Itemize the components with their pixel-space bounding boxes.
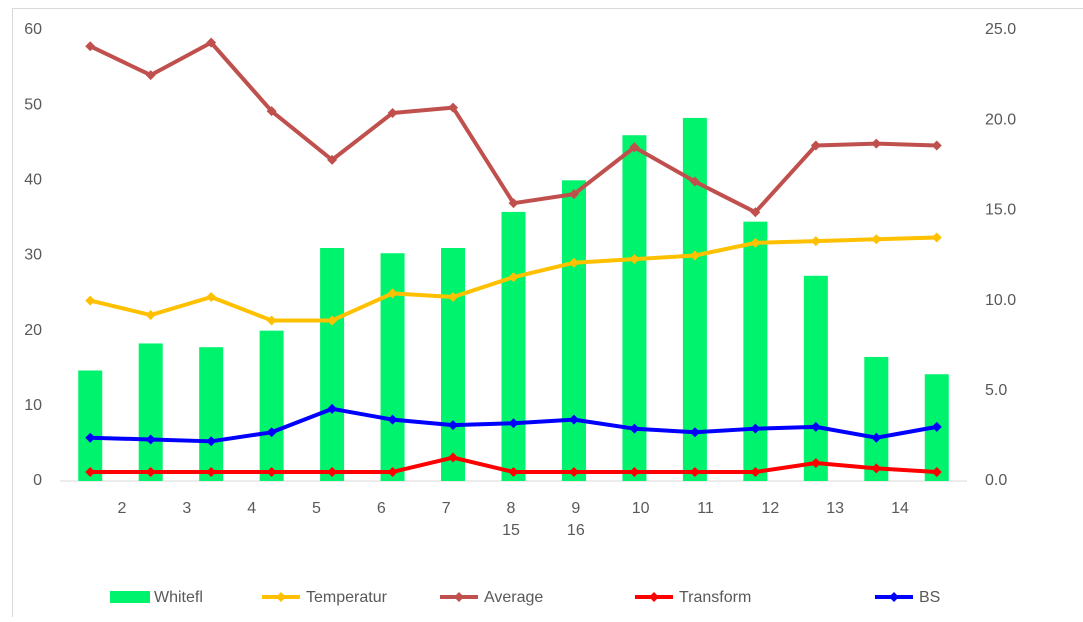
y2-tick-label: 25.0 — [985, 21, 1016, 38]
y-tick-label: 30 — [24, 247, 42, 264]
bar — [78, 371, 102, 481]
x-tick-label: 14 — [891, 500, 909, 517]
bar — [683, 118, 707, 481]
y-tick-label: 50 — [24, 96, 42, 113]
bar — [199, 347, 223, 481]
y-tick-label: 60 — [24, 21, 42, 38]
chart-border — [13, 9, 1083, 618]
legend-label: BS — [919, 589, 940, 606]
legend-label: Whitefl — [154, 589, 203, 606]
y2-tick-label: 0.0 — [985, 472, 1007, 489]
bar — [562, 180, 586, 481]
bar — [502, 212, 526, 481]
y-tick-label: 40 — [24, 172, 42, 189]
bar — [804, 276, 828, 481]
y-tick-label: 0 — [33, 472, 42, 489]
x-tick-label: 2 — [118, 500, 127, 517]
y-tick-label: 10 — [24, 397, 42, 414]
legend-label: Transform — [679, 589, 751, 606]
x-tick-label: 3 — [182, 500, 191, 517]
legend-swatch — [110, 591, 150, 603]
x-tick-label: 13 — [826, 500, 844, 517]
x-tick-label: 10 — [632, 500, 650, 517]
bar — [320, 248, 344, 481]
bar — [441, 248, 465, 481]
x-tick-label: 12 — [761, 500, 779, 517]
y2-tick-label: 15.0 — [985, 202, 1016, 219]
x-tick-label: 9 — [571, 500, 580, 517]
x-tick-label: 16 — [567, 522, 585, 539]
legend-label: Average — [484, 589, 543, 606]
y2-tick-label: 5.0 — [985, 382, 1007, 399]
x-tick-label: 11 — [697, 500, 714, 517]
x-tick-label: 4 — [247, 500, 256, 517]
y2-tick-label: 10.0 — [985, 292, 1016, 309]
legend-label: Temperatur — [306, 589, 388, 606]
y2-tick-label: 20.0 — [985, 111, 1016, 128]
x-tick-label: 8 — [507, 500, 516, 517]
x-tick-label: 5 — [312, 500, 321, 517]
x-tick-label: 15 — [502, 522, 520, 539]
bar — [864, 357, 888, 481]
bar — [381, 253, 405, 481]
bar — [260, 331, 284, 481]
bar — [743, 222, 767, 481]
x-tick-label: 6 — [377, 500, 386, 517]
x-tick-label: 7 — [442, 500, 451, 517]
y-tick-label: 20 — [24, 322, 42, 339]
bar — [139, 343, 163, 481]
